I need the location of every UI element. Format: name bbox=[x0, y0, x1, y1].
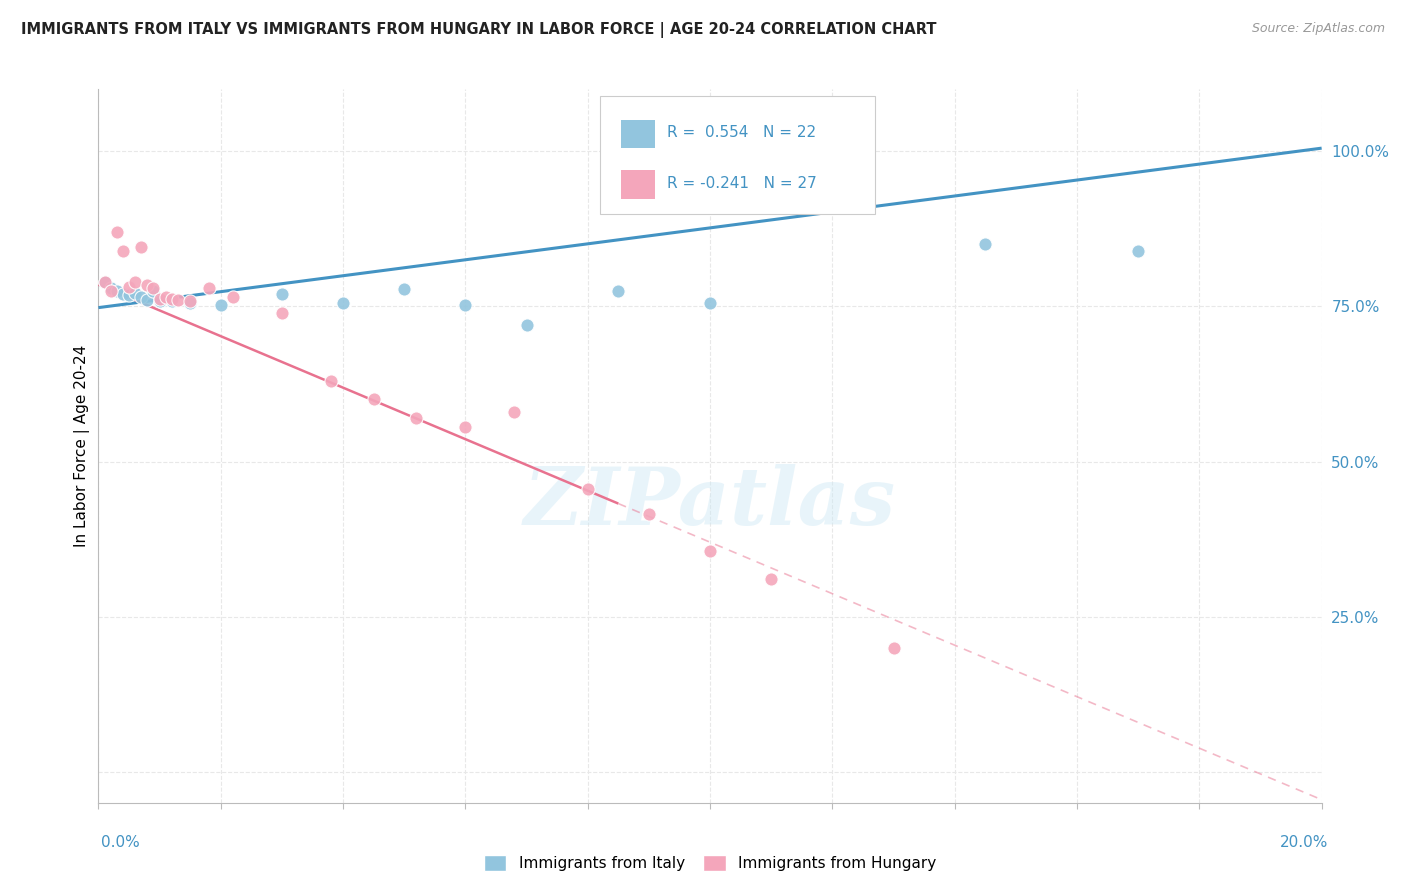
Point bbox=[136, 277, 159, 292]
Point bbox=[93, 275, 115, 289]
Point bbox=[637, 508, 661, 522]
Point bbox=[454, 420, 477, 434]
Legend: Immigrants from Italy, Immigrants from Hungary: Immigrants from Italy, Immigrants from H… bbox=[478, 849, 942, 877]
Point bbox=[124, 275, 146, 289]
Point bbox=[111, 287, 134, 301]
Point bbox=[105, 225, 128, 239]
Text: ZIPatlas: ZIPatlas bbox=[524, 465, 896, 541]
Text: R =  0.554   N = 22: R = 0.554 N = 22 bbox=[668, 125, 817, 140]
Text: IMMIGRANTS FROM ITALY VS IMMIGRANTS FROM HUNGARY IN LABOR FORCE | AGE 20-24 CORR: IMMIGRANTS FROM ITALY VS IMMIGRANTS FROM… bbox=[21, 22, 936, 38]
FancyBboxPatch shape bbox=[600, 96, 875, 214]
Point bbox=[149, 292, 172, 306]
Point bbox=[129, 240, 152, 254]
Point bbox=[405, 411, 427, 425]
Point bbox=[270, 287, 292, 301]
FancyBboxPatch shape bbox=[620, 170, 655, 199]
Point bbox=[576, 483, 599, 497]
Point bbox=[332, 296, 354, 310]
Point bbox=[270, 305, 292, 319]
Point bbox=[142, 281, 165, 295]
Point bbox=[392, 282, 416, 296]
Point bbox=[111, 244, 134, 258]
Point bbox=[124, 285, 146, 300]
Point bbox=[160, 294, 183, 309]
Text: 20.0%: 20.0% bbox=[1281, 836, 1329, 850]
Text: Source: ZipAtlas.com: Source: ZipAtlas.com bbox=[1251, 22, 1385, 36]
Point bbox=[100, 281, 122, 295]
Point bbox=[105, 284, 128, 298]
Point bbox=[454, 298, 477, 312]
Point bbox=[883, 640, 905, 655]
Point bbox=[179, 296, 201, 310]
Point bbox=[319, 374, 342, 388]
Point bbox=[1128, 244, 1150, 258]
Point bbox=[363, 392, 385, 407]
Point bbox=[197, 281, 219, 295]
Point bbox=[167, 293, 190, 308]
Point bbox=[209, 298, 232, 312]
Point bbox=[136, 293, 159, 308]
Point bbox=[155, 290, 177, 304]
Point bbox=[142, 284, 165, 298]
Point bbox=[222, 290, 245, 304]
Point bbox=[699, 296, 721, 310]
Point bbox=[100, 284, 122, 298]
Point bbox=[118, 288, 141, 302]
Point bbox=[149, 294, 172, 309]
Point bbox=[503, 405, 526, 419]
Point bbox=[160, 292, 183, 306]
Point bbox=[759, 573, 782, 587]
Point bbox=[516, 318, 538, 332]
FancyBboxPatch shape bbox=[620, 120, 655, 148]
Point bbox=[118, 279, 141, 293]
Point bbox=[699, 544, 721, 558]
Point bbox=[129, 290, 152, 304]
Y-axis label: In Labor Force | Age 20-24: In Labor Force | Age 20-24 bbox=[75, 345, 90, 547]
Point bbox=[607, 284, 630, 298]
Text: R = -0.241   N = 27: R = -0.241 N = 27 bbox=[668, 176, 817, 191]
Point bbox=[93, 275, 115, 289]
Text: 0.0%: 0.0% bbox=[101, 836, 141, 850]
Point bbox=[179, 294, 201, 309]
Point bbox=[974, 237, 997, 252]
